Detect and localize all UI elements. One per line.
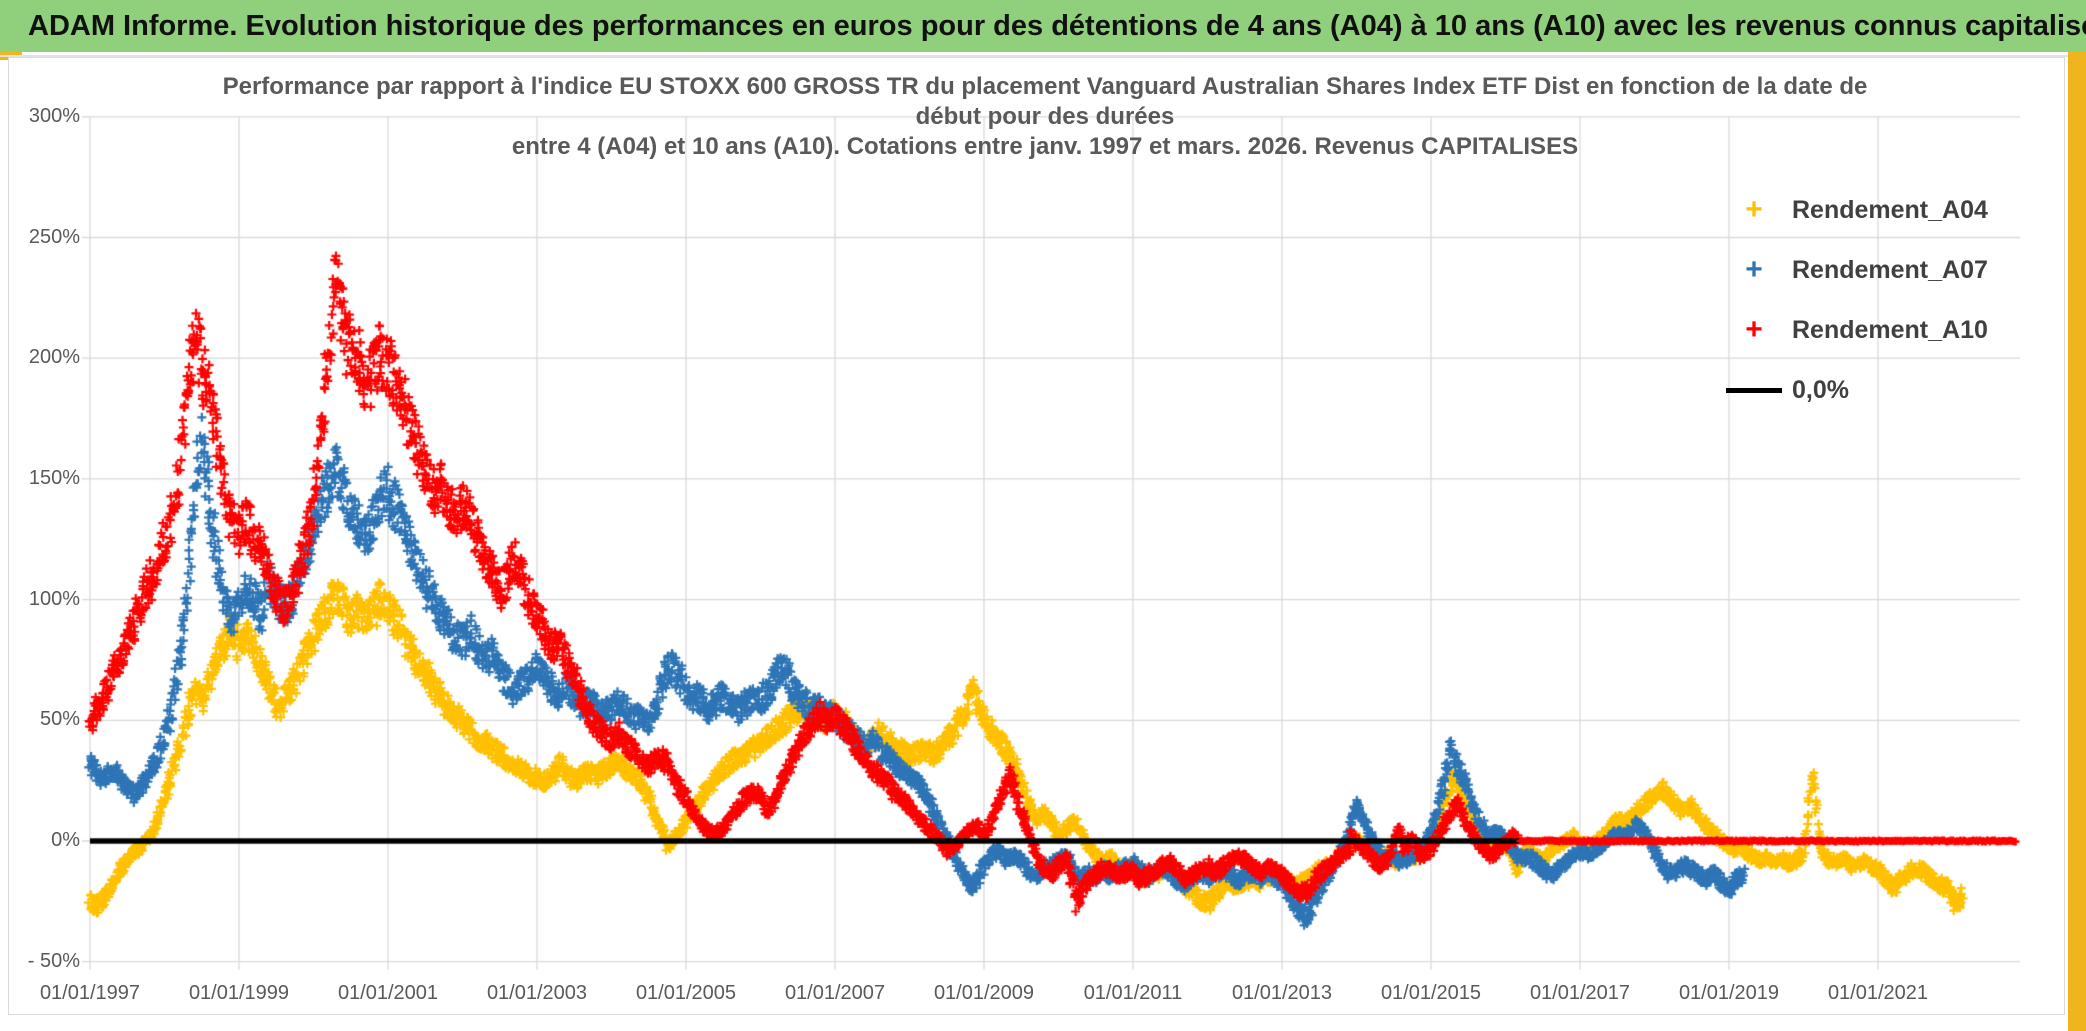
x-axis-tick-label: 01/01/2009 [933, 982, 1035, 1004]
plus-marker-icon: + [1745, 253, 1763, 286]
legend-item-a07[interactable]: + Rendement_A07 [1722, 248, 1988, 292]
x-axis-tick-label: 01/01/2003 [486, 982, 588, 1004]
y-axis-tick-label: 50% [39, 708, 80, 731]
legend-item-a10[interactable]: + Rendement_A10 [1722, 308, 1988, 352]
legend-label: Rendement_A10 [1792, 315, 1988, 344]
y-axis-tick-label: 150% [28, 466, 80, 489]
x-axis-tick-label: 01/01/2005 [635, 982, 737, 1004]
x-axis-tick-label: 01/01/2007 [784, 982, 886, 1004]
y-axis-tick-label: 300% [28, 104, 80, 127]
y-axis-tick-label: 100% [28, 587, 80, 610]
x-axis-tick-label: 01/01/2015 [1380, 982, 1482, 1004]
x-axis-tick-label: 01/01/1999 [188, 982, 290, 1004]
plus-marker-icon: + [1745, 313, 1763, 346]
chart-title-line-2: début pour des durées [915, 103, 1175, 130]
y-axis-tick-label: - 50% [27, 949, 80, 972]
plus-marker-icon: + [1745, 193, 1763, 226]
x-axis-tick-label: 01/01/2017 [1529, 982, 1631, 1004]
y-axis-tick-label: 250% [28, 225, 80, 248]
x-axis-tick-label: 01/01/2019 [1678, 982, 1780, 1004]
x-axis-tick-label: 01/01/2021 [1827, 982, 1929, 1004]
legend-item-a04[interactable]: + Rendement_A04 [1722, 188, 1988, 232]
x-axis-tick-label: 01/01/2001 [337, 982, 439, 1004]
zero-line-icon [1726, 387, 1782, 393]
legend-item-zero-line[interactable]: 0,0% [1722, 368, 1849, 412]
x-axis-tick-label: 01/01/2011 [1083, 982, 1183, 1004]
legend-label: 0,0% [1792, 375, 1849, 404]
legend-label: Rendement_A07 [1792, 255, 1988, 284]
chart-title-line-1: Performance par rapport à l'indice EU ST… [222, 73, 1868, 100]
chart-title: Performance par rapport à l'indice EU ST… [90, 72, 2000, 162]
x-axis-tick-label: 01/01/1997 [39, 982, 141, 1004]
legend-label: Rendement_A04 [1792, 195, 1988, 224]
chart-title-line-3: entre 4 (A04) et 10 ans (A10). Cotations… [511, 133, 1579, 160]
x-axis-tick-label: 01/01/2013 [1231, 982, 1333, 1004]
y-axis-tick-label: 200% [28, 346, 80, 369]
y-axis-tick-label: 0% [51, 829, 80, 851]
